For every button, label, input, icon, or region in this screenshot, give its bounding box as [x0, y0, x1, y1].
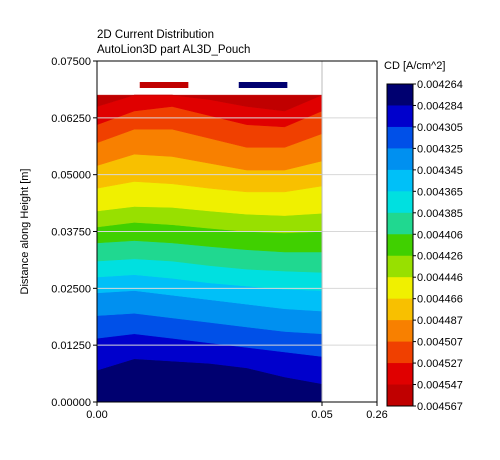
- colorbar-label-13: 0.004527: [417, 358, 463, 370]
- tab-1: [238, 82, 288, 88]
- colorbar-swatch-7: [387, 234, 413, 257]
- colorbar-label-12: 0.004507: [417, 337, 463, 349]
- colorbar-label-1: 0.004284: [417, 100, 463, 112]
- y-axis-label: Distance along Height [m]: [19, 169, 31, 295]
- colorbar-swatch-0: [387, 84, 413, 106]
- tab-0: [139, 82, 189, 88]
- colorbar-title: CD [A/cm^2]: [384, 60, 446, 72]
- colorbar-swatch-14: [387, 384, 413, 407]
- colorbar-swatch-10: [387, 298, 413, 321]
- y-tick-label-4: 0.05000: [51, 170, 91, 182]
- colorbar-label-4: 0.004345: [417, 165, 463, 177]
- chart-title: 2D Current Distribution: [97, 29, 214, 41]
- y-tick-label-3: 0.03750: [51, 227, 91, 239]
- colorbar-label-11: 0.004487: [417, 315, 463, 327]
- chart-subtitle: AutoLion3D part AL3D_Pouch: [97, 44, 251, 56]
- colorbar-swatch-12: [387, 341, 413, 364]
- colorbar-label-10: 0.004466: [417, 294, 463, 306]
- x-tick-label-0: 0.00: [86, 409, 107, 421]
- colorbar-swatch-8: [387, 255, 413, 278]
- y-tick-label-5: 0.06250: [51, 113, 91, 125]
- colorbar-label-15: 0.004567: [417, 401, 463, 413]
- colorbar-label-2: 0.004305: [417, 122, 463, 134]
- colorbar-label-6: 0.004385: [417, 208, 463, 220]
- colorbar-swatch-6: [387, 212, 413, 235]
- colorbar-label-5: 0.004365: [417, 186, 463, 198]
- y-tick-label-2: 0.02500: [51, 283, 91, 295]
- colorbar-swatch-5: [387, 191, 413, 214]
- colorbar-swatch-1: [387, 105, 413, 128]
- colorbar-swatch-2: [387, 126, 413, 149]
- colorbar-swatch-3: [387, 148, 413, 171]
- colorbar-swatch-9: [387, 277, 413, 300]
- colorbar-label-3: 0.004325: [417, 143, 463, 155]
- colorbar-swatch-4: [387, 169, 413, 192]
- colorbar-label-14: 0.004547: [417, 380, 463, 392]
- y-tick-label-6: 0.07500: [51, 56, 91, 68]
- colorbar-swatch-11: [387, 320, 413, 343]
- colorbar-label-0: 0.004264: [417, 79, 463, 91]
- colorbar-frame: [386, 83, 414, 407]
- colorbar-swatch-13: [387, 363, 413, 386]
- colorbar-label-9: 0.004446: [417, 272, 463, 284]
- x-tick-label-2: 0.26: [366, 409, 387, 421]
- colorbar-label-8: 0.004426: [417, 251, 463, 263]
- contour-band-14: [96, 94, 323, 112]
- y-tick-label-0: 0.00000: [51, 397, 91, 409]
- colorbar-label-7: 0.004406: [417, 229, 463, 241]
- x-tick-label-1: 0.05: [311, 409, 332, 421]
- y-tick-label-1: 0.01250: [51, 340, 91, 352]
